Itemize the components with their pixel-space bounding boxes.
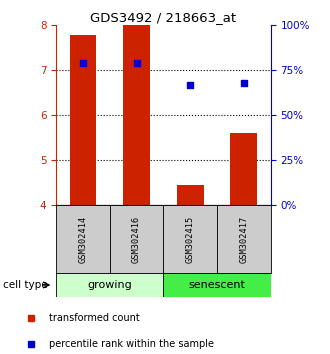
Point: [187, 82, 193, 88]
Bar: [110, 205, 163, 273]
Bar: [56, 273, 163, 297]
Bar: [70, 35, 96, 205]
Text: cell type: cell type: [3, 280, 48, 290]
Point: [134, 60, 139, 65]
Text: growing: growing: [87, 280, 132, 290]
Bar: [230, 133, 257, 205]
Text: GSM302417: GSM302417: [239, 215, 248, 263]
Bar: [123, 25, 150, 205]
Point: [80, 60, 85, 66]
Point: [241, 80, 247, 85]
Text: GSM302416: GSM302416: [132, 215, 141, 263]
Bar: [217, 205, 271, 273]
Text: GSM302414: GSM302414: [79, 215, 87, 263]
Text: transformed count: transformed count: [49, 313, 140, 323]
Text: senescent: senescent: [188, 280, 246, 290]
Bar: [56, 205, 110, 273]
Text: GSM302415: GSM302415: [186, 215, 195, 263]
Bar: [163, 205, 217, 273]
Bar: [177, 185, 204, 205]
Bar: [163, 273, 271, 297]
Text: percentile rank within the sample: percentile rank within the sample: [49, 339, 214, 349]
Title: GDS3492 / 218663_at: GDS3492 / 218663_at: [90, 11, 236, 24]
